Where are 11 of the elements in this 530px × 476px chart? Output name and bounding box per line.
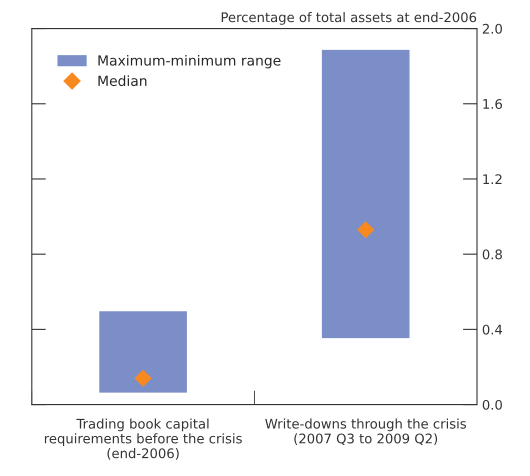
x-tick-label: Write-downs through the crisis (2007 Q3 to 2009 Q2) [265, 418, 466, 446]
legend-label: Median [98, 75, 146, 86]
y-axis-title: Percentage of total assets at end-2006 [222, 12, 476, 25]
legend-label: Maximum-minimum range [98, 54, 280, 68]
y-tick-label: 1.2 [483, 174, 502, 184]
y-tick-label: 2.0 [482, 24, 502, 34]
y-tick-label: 0.0 [482, 400, 502, 410]
y-tick-label: 0.4 [482, 324, 502, 335]
y-tick-label: 1.6 [483, 98, 502, 109]
y-tick-label: 0.8 [482, 249, 502, 260]
x-tick-label: Trading book capital requirements before the crisis (end-2006) [44, 418, 242, 460]
